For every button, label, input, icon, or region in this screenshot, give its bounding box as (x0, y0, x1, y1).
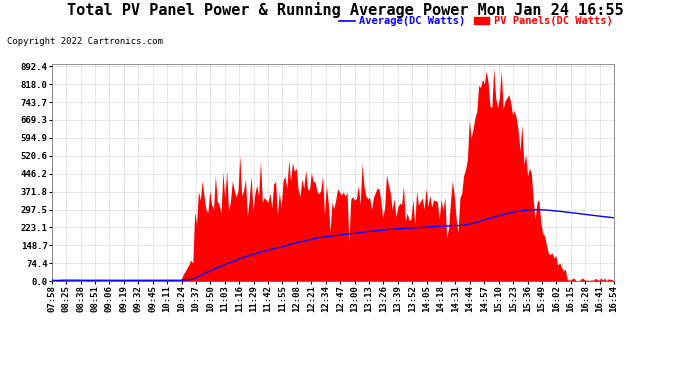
Text: Total PV Panel Power & Running Average Power Mon Jan 24 16:55: Total PV Panel Power & Running Average P… (67, 2, 623, 18)
Text: Copyright 2022 Cartronics.com: Copyright 2022 Cartronics.com (7, 38, 163, 46)
Legend: Average(DC Watts), PV Panels(DC Watts): Average(DC Watts), PV Panels(DC Watts) (339, 16, 612, 27)
